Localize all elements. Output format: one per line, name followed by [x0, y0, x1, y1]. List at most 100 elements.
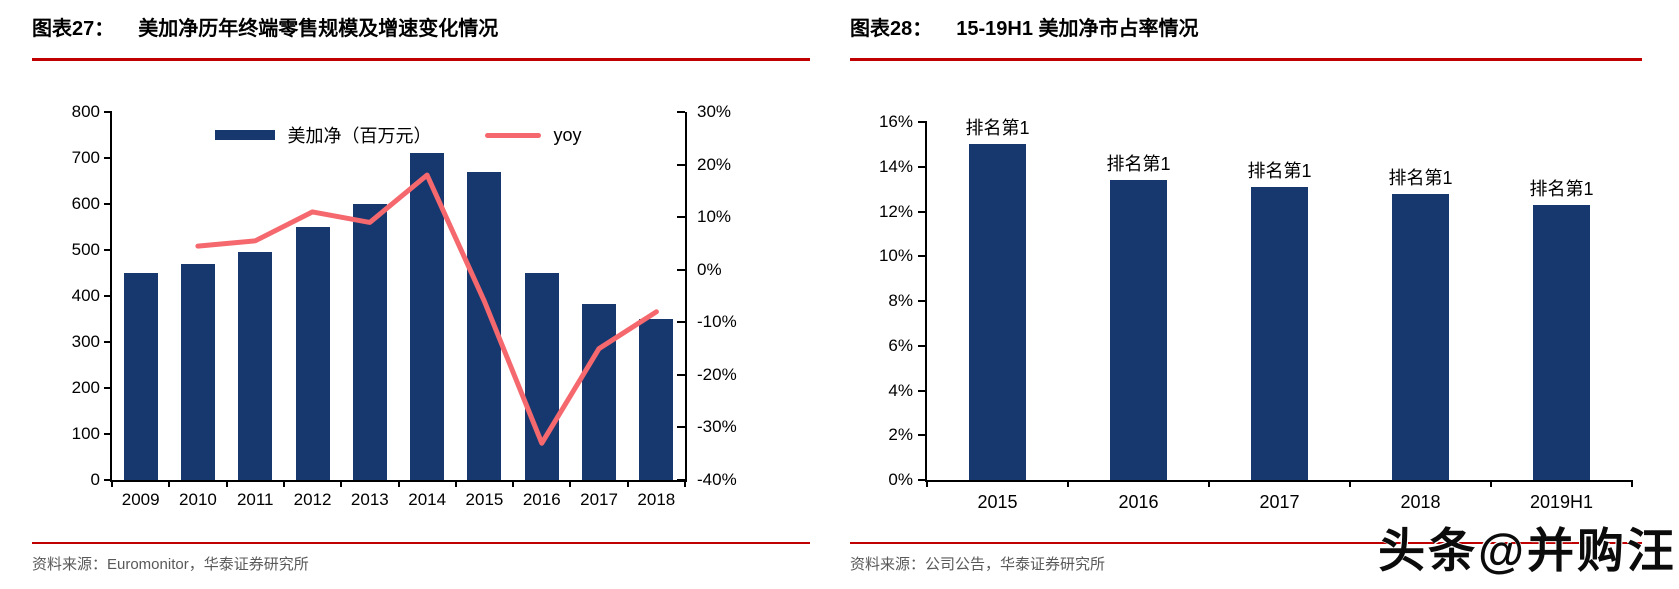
revenue-bar	[238, 252, 273, 480]
left-axis-tickmark	[104, 249, 112, 251]
y-axis-tickmark	[918, 210, 927, 213]
right-axis-tick-label: 10%	[697, 207, 732, 227]
left-axis-tickmark	[104, 387, 112, 389]
rank-label: 排名第1	[1106, 154, 1171, 175]
rank-label: 排名第1	[1529, 178, 1594, 199]
rank-label: 排名第1	[1247, 160, 1312, 181]
share-bar	[1533, 204, 1590, 480]
right-axis-tickmark	[677, 321, 685, 324]
left-axis-tickmark	[104, 203, 112, 205]
right-axis-tick-label: -40%	[697, 470, 737, 489]
revenue-bar	[180, 263, 215, 480]
right-axis-tickmark	[677, 373, 685, 376]
x-axis-tick-label: 2018	[637, 490, 676, 509]
x-axis-tickmark	[397, 480, 400, 487]
share-chart-plot: 16% 14% 12% 10% 8% 6% 4% 2% 0% 排名第1 排名第1 排名第1 排名第1 排名…	[879, 113, 1633, 512]
y-axis-tickmark	[918, 479, 927, 481]
y-axis-tickmark	[918, 121, 927, 123]
x-axis-tick-label: 2013	[350, 490, 389, 509]
x-axis-tick-label: 2017	[1259, 492, 1300, 512]
left-axis-tick-label: 600	[71, 194, 100, 213]
right-axis-tick-label: 30%	[697, 102, 732, 121]
right-axis-tick-label: -30%	[697, 417, 737, 437]
x-axis-tickmark	[569, 480, 572, 487]
y-axis-tickmark	[918, 165, 927, 168]
x-axis-tickmark	[684, 480, 686, 487]
figure28-bottom-rule	[850, 542, 1642, 544]
figure28-title-text: 15-19H1 美加净市占率情况	[956, 18, 1199, 40]
left-axis-tick-label: 800	[71, 102, 100, 121]
right-axis-tickmark	[677, 216, 685, 219]
right-axis-tickmark	[677, 426, 685, 429]
x-axis-tick-label: 2011	[236, 490, 274, 509]
right-axis-tick-label: 20%	[697, 154, 732, 174]
bar-series-label: 美加净（百万元）	[287, 126, 432, 146]
y-axis-tickmark	[918, 300, 927, 302]
combo-chart-plot: 美加净（百万元） yoy 800 700 600 500 400 300 200 100 0 30…	[72, 103, 737, 510]
figure28-label: 图表28：	[850, 18, 933, 40]
y-axis-tick-label: 12%	[878, 201, 913, 221]
y-axis-tickmark	[918, 344, 927, 347]
left-axis-tickmark	[104, 433, 112, 435]
right-axis-tickmark	[677, 111, 685, 113]
y-axis-tickmark	[918, 255, 927, 258]
x-axis-tickmark	[626, 480, 629, 487]
x-axis-tick-label: 2010	[179, 490, 217, 509]
share-bar	[1110, 180, 1167, 480]
x-axis-tick-label: 2016	[1118, 492, 1159, 512]
x-axis-tickmark	[454, 480, 457, 487]
left-axis-tickmark	[104, 295, 112, 297]
x-axis-tickmark	[111, 480, 113, 487]
revenue-bar	[410, 153, 445, 480]
y-axis-tick-label: 10%	[878, 246, 913, 266]
left-axis-tickmark	[104, 341, 112, 343]
figure27-title-text: 美加净历年终端零售规模及增速变化情况	[138, 18, 499, 40]
line-series-swatch	[485, 132, 542, 138]
x-axis-tickmark	[340, 480, 343, 487]
x-axis-tickmark	[512, 480, 515, 487]
legend-item-bar-series: 美加净（百万元）	[215, 122, 431, 148]
revenue-bar	[352, 204, 387, 480]
revenue-bar	[582, 303, 617, 480]
y-axis-tick-label: 0%	[888, 470, 913, 489]
legend-item-line-series: yoy	[485, 125, 582, 146]
share-bar	[1392, 193, 1449, 480]
bar-series-swatch	[215, 130, 276, 140]
right-axis-tick-label: -20%	[697, 364, 737, 384]
y-axis-tick-label: 14%	[878, 156, 913, 176]
yoy-line	[195, 172, 659, 446]
left-axis-tick-label: 400	[71, 286, 100, 305]
y-axis-tick-label: 4%	[888, 380, 913, 400]
x-axis-tick-label: 2012	[293, 490, 332, 509]
y-axis-tick-label: 2%	[888, 425, 913, 445]
rank-label: 排名第1	[965, 118, 1030, 139]
x-axis-tick-label: 2015	[977, 492, 1018, 512]
figure27-bottom-rule	[32, 542, 810, 544]
x-axis-tickmark	[1208, 480, 1210, 487]
x-axis-tickmark	[282, 480, 285, 487]
x-axis-tick-label: 2018	[1400, 492, 1441, 512]
revenue-bar	[295, 227, 330, 480]
x-axis-tickmark	[1349, 480, 1351, 487]
right-axis-tickmark	[677, 163, 685, 166]
x-axis-tick-label: 2014	[408, 490, 447, 509]
watermark-text: 头条@并购汪	[1378, 524, 1677, 577]
share-bar	[969, 144, 1026, 480]
x-axis-tickmark	[1631, 480, 1633, 487]
x-axis-tickmark	[1067, 480, 1069, 487]
x-axis-tickmark	[926, 480, 928, 487]
figure27-source: 资料来源：Euromonitor，华泰证券研究所	[32, 556, 309, 573]
left-axis-tick-label: 500	[71, 240, 100, 259]
x-axis-tick-label: 2009	[121, 490, 160, 509]
y-axis-tick-label: 6%	[888, 335, 913, 355]
right-axis-tickmark	[677, 479, 685, 481]
figure27-title-rule	[32, 58, 810, 61]
left-axis-tickmark	[104, 111, 112, 113]
left-axis-tick-label: 300	[71, 332, 100, 351]
left-axis-tickmark	[104, 157, 112, 159]
figure28-title-rule	[850, 58, 1642, 61]
figure27-label: 图表27：	[32, 18, 115, 40]
combo-chart-legend: 美加净（百万元） yoy	[112, 122, 685, 148]
revenue-bar	[123, 273, 158, 480]
figure28-title: 图表28： 15-19H1 美加净市占率情况	[850, 12, 1199, 41]
